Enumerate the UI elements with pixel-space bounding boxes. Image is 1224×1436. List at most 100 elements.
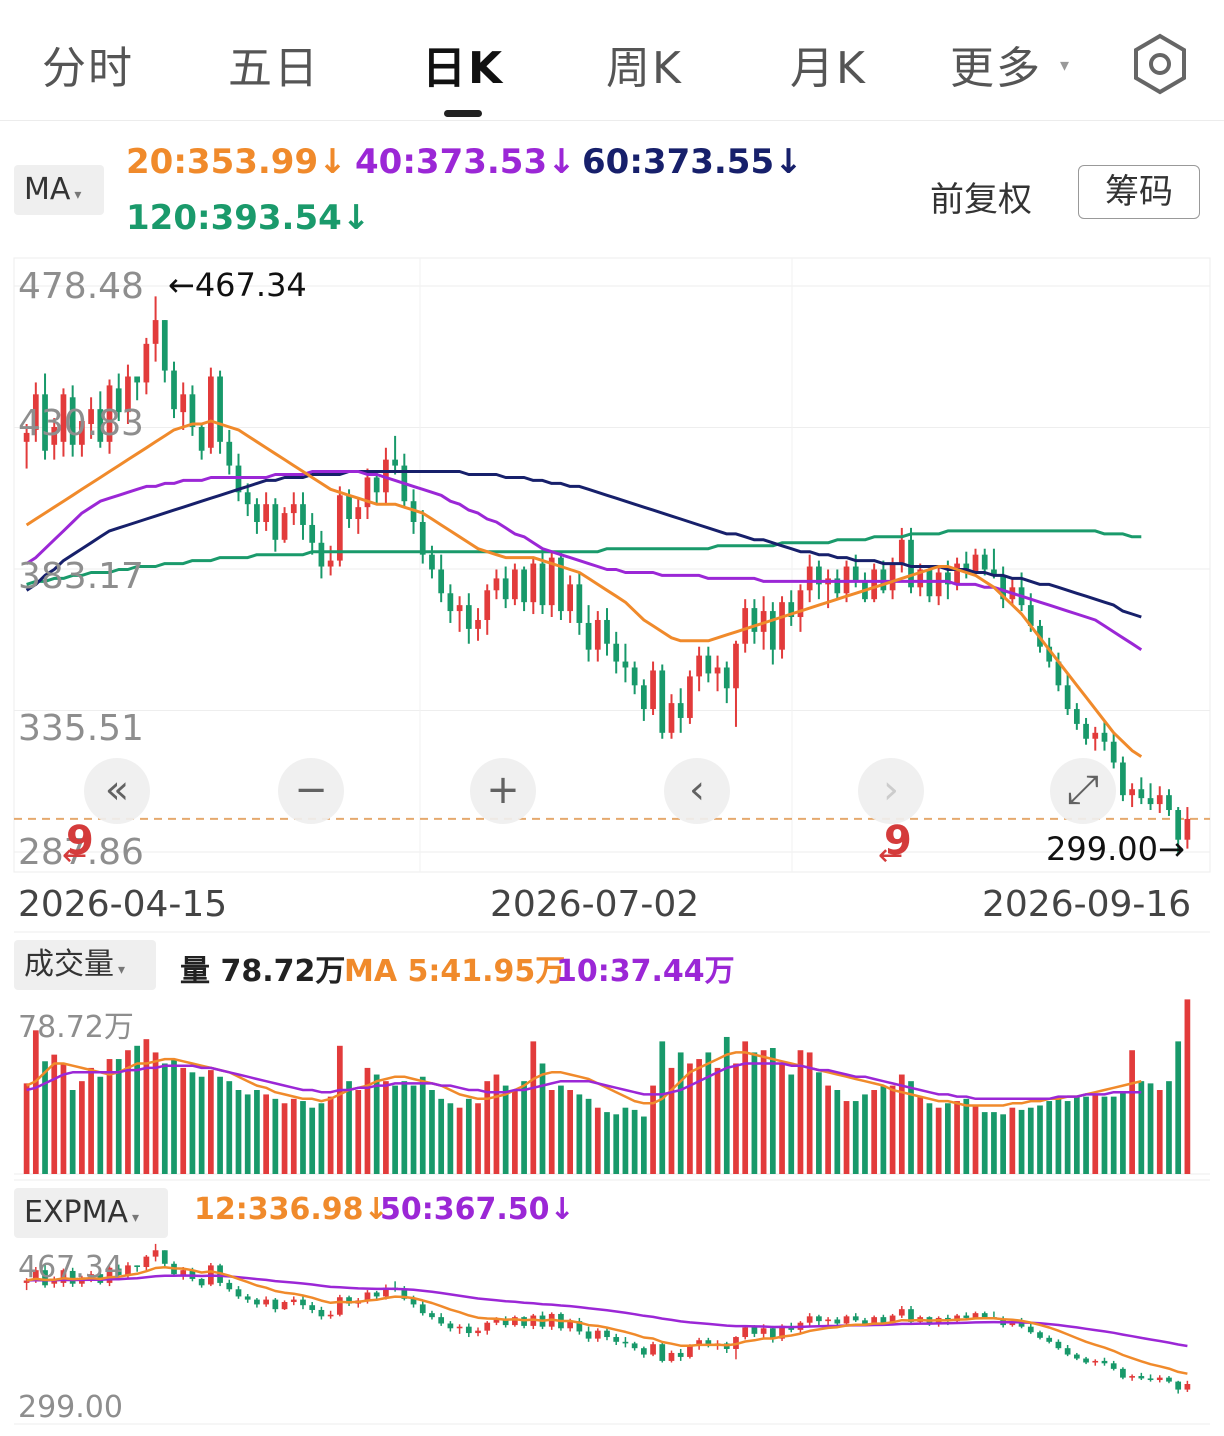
candle-body xyxy=(769,611,776,650)
candle-body xyxy=(834,578,841,594)
chevron-down-icon: ▾ xyxy=(74,187,82,203)
volume-bar xyxy=(355,1090,362,1174)
ma-indicator-select[interactable]: MA ▾ xyxy=(14,165,104,215)
tab-more[interactable]: 更多 xyxy=(950,43,1042,94)
tab-daily-k[interactable]: 日K xyxy=(422,43,505,94)
volume-bar xyxy=(309,1107,316,1174)
volume-bar xyxy=(134,1045,141,1174)
expma-candle-body xyxy=(180,1270,187,1275)
volume-bar xyxy=(640,1116,647,1174)
volume-bar xyxy=(456,1107,463,1174)
tab-intraday[interactable]: 分时 xyxy=(42,43,134,94)
volume-bar xyxy=(981,1112,988,1174)
tab-weekly-k[interactable]: 周K xyxy=(606,43,683,94)
price-tick-1: 478.48 xyxy=(18,266,144,307)
volume-bar xyxy=(69,1090,76,1174)
candle-body xyxy=(797,590,804,618)
candle-body xyxy=(816,566,822,585)
candle-body xyxy=(69,397,76,445)
expma-candle-body xyxy=(594,1330,601,1339)
volume-bar xyxy=(548,1090,555,1174)
candle-body xyxy=(327,560,334,567)
candle-body xyxy=(97,409,104,442)
candle-body xyxy=(512,569,518,600)
volume-indicator-label: 成交量 xyxy=(24,947,114,982)
pan-left-button[interactable]: ‹ xyxy=(664,758,730,824)
expma-candle-body xyxy=(1120,1368,1126,1378)
expma-candle-body xyxy=(143,1256,150,1267)
candle-body xyxy=(1156,795,1163,805)
candle-body xyxy=(51,426,58,445)
volume-bar xyxy=(622,1107,629,1174)
forward-adjust-toggle[interactable]: 前复权 xyxy=(930,180,1032,220)
expma-candle-body xyxy=(88,1274,94,1279)
zoom-out-button[interactable]: − xyxy=(278,758,344,824)
candle-body xyxy=(548,557,555,606)
candle-body xyxy=(954,563,960,585)
candle-body xyxy=(871,569,878,600)
volume-bar xyxy=(42,1061,48,1174)
volume-bar xyxy=(272,1098,279,1174)
scroll-to-start-button[interactable]: « xyxy=(84,758,150,824)
volume-bar xyxy=(1184,999,1191,1174)
expma-candle-body xyxy=(42,1270,48,1286)
expma-candle-body xyxy=(1138,1376,1145,1379)
volume-bar xyxy=(714,1067,721,1174)
expma-candle-body xyxy=(484,1322,491,1331)
expma-candle-body xyxy=(650,1344,656,1355)
fullscreen-button[interactable]: ⤢ xyxy=(1050,758,1116,824)
candle-body xyxy=(143,343,150,383)
candle-body xyxy=(521,569,527,603)
volume-bar xyxy=(816,1072,822,1174)
candle-body xyxy=(1120,762,1126,796)
price-tick-3: 383.17 xyxy=(18,556,144,597)
date-tick-end: 2026-09-16 xyxy=(982,884,1192,925)
candle-body xyxy=(779,602,785,650)
zoom-in-button[interactable]: + xyxy=(470,758,536,824)
volume-bar xyxy=(880,1085,887,1174)
candle-body xyxy=(567,584,574,612)
more-dropdown-icon: ▾ xyxy=(1060,55,1070,76)
tab-five-day[interactable]: 五日 xyxy=(228,43,320,94)
volume-bar xyxy=(244,1094,251,1174)
volume-bar xyxy=(475,1103,481,1174)
pan-right-button[interactable]: › xyxy=(858,758,924,824)
volume-bar xyxy=(502,1085,509,1174)
volume-bar xyxy=(705,1052,712,1174)
candle-body xyxy=(1092,732,1099,739)
volume-bar xyxy=(429,1090,435,1174)
candle-body xyxy=(714,667,721,674)
candle-body xyxy=(465,605,472,629)
period-tabs: 分时 五日 日K 周K 月K 更多 ▾ xyxy=(0,0,1224,121)
expma-candle-body xyxy=(327,1314,334,1317)
expma-candle-body xyxy=(631,1343,638,1349)
chip-distribution-button[interactable]: 筹码 xyxy=(1078,165,1200,219)
candle-body xyxy=(788,602,795,618)
volume-bar xyxy=(659,1041,666,1174)
expma-candle-body xyxy=(972,1313,979,1318)
expma-candle-body xyxy=(1166,1377,1172,1382)
candle-body xyxy=(613,643,620,662)
candle-body xyxy=(134,376,141,383)
candle-body xyxy=(917,569,924,588)
volume-bar xyxy=(539,1063,546,1174)
candle-body xyxy=(42,394,48,451)
expma-candle-body xyxy=(493,1319,500,1323)
tab-monthly-k[interactable]: 月K xyxy=(790,43,867,94)
expma-candle-body xyxy=(834,1319,841,1324)
ma20-line xyxy=(25,419,1143,758)
volume-bar xyxy=(373,1074,380,1174)
candle-body xyxy=(254,504,260,522)
expma-candle-body xyxy=(769,1328,776,1339)
candle-body xyxy=(373,477,380,493)
candle-body xyxy=(604,619,610,644)
settings-icon[interactable] xyxy=(1128,32,1192,96)
volume-indicator-select[interactable]: 成交量 ▾ xyxy=(14,940,156,990)
volume-bar xyxy=(972,1105,979,1174)
expma50-legend: 50:367.50↓ xyxy=(380,1192,575,1227)
volume-bar xyxy=(889,1085,896,1174)
expma-candle-body xyxy=(1083,1358,1089,1363)
candle-body xyxy=(355,507,362,520)
expma-indicator-select[interactable]: EXPMA ▾ xyxy=(14,1188,168,1238)
